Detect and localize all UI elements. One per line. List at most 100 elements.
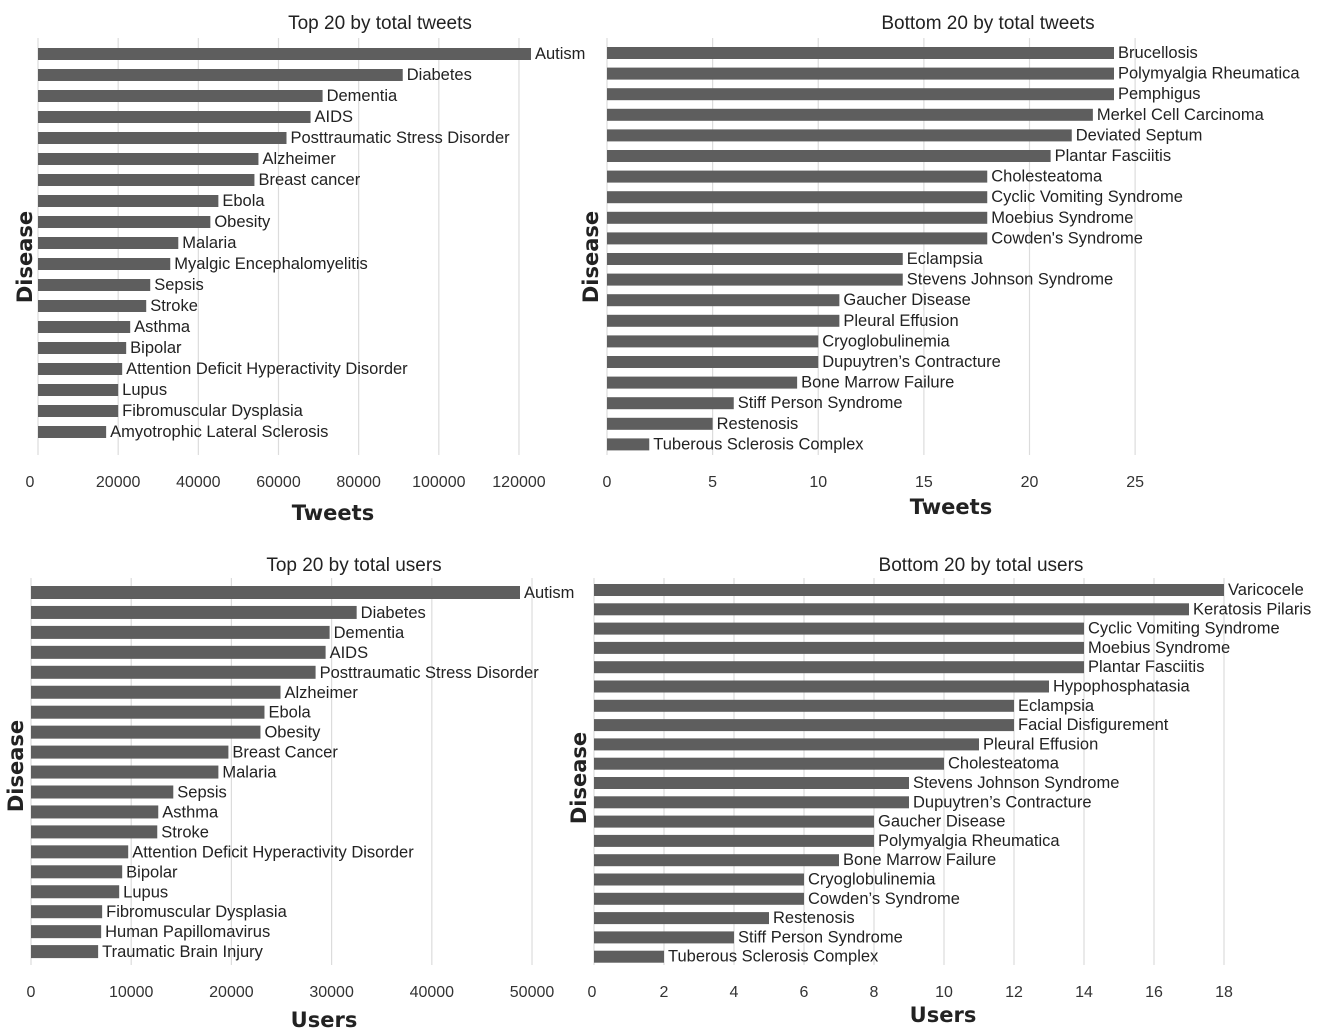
bar-label: Stroke (150, 297, 198, 315)
bar-alzheimer (38, 153, 259, 165)
bar-label: Amyotrophic Lateral Sclerosis (110, 423, 328, 441)
bar-label: Autism (524, 584, 574, 602)
bar-label: Pleural Effusion (843, 312, 958, 330)
chart-panel-bottom-tweets: Bottom 20 by total tweets Brucellosis Poly… (579, 13, 1300, 519)
bar-fibromuscular-dysplasia (31, 905, 103, 919)
bar-label: AIDS (315, 108, 354, 126)
bar-attention-deficit-hyperactivity-disorder (31, 845, 129, 859)
x-tick-label: 18 (1215, 984, 1233, 1001)
x-tick-label: 0 (26, 474, 35, 491)
bar-plantar-fasciitis (594, 661, 1084, 674)
x-tick-label: 0 (27, 984, 36, 1001)
bar-label: Asthma (134, 318, 191, 336)
bar-obesity (31, 725, 261, 739)
bar-label: Diabetes (407, 66, 472, 84)
bar-label: Cowden’s Syndrome (808, 890, 960, 908)
bar-label: Diabetes (361, 604, 426, 622)
bar-label: Facial Disfigurement (1018, 716, 1169, 734)
bar-label: Ebola (222, 192, 265, 210)
bar-label: Lupus (122, 381, 167, 399)
bar-label: Obesity (214, 213, 271, 231)
bar-label: Plantar Fasciitis (1055, 147, 1171, 165)
x-tick-label: 20000 (209, 984, 254, 1001)
bar-polymyalgia-rheumatica (594, 834, 874, 847)
bar-lupus (38, 384, 119, 396)
bar-label: Cryoglobulinemia (808, 871, 936, 889)
x-tick-label: 20 (1021, 474, 1039, 491)
bar-label: AIDS (330, 644, 369, 662)
bar-plantar-fasciitis (607, 150, 1051, 162)
bar-restenosis (594, 912, 769, 925)
bar-diabetes (31, 605, 357, 619)
y-axis-label: Disease (567, 732, 591, 824)
bar-alzheimer (31, 685, 281, 699)
bar-autism (31, 586, 520, 599)
bar-stiff-person-syndrome (607, 397, 734, 410)
bar-label: Cyclic Vomiting Syndrome (1088, 620, 1280, 638)
bar-label: Sepsis (154, 276, 204, 294)
chart-panel-top-tweets: Top 20 by total tweets Autism Diabetes Deme… (13, 13, 585, 525)
bar-label: Autism (535, 45, 585, 63)
bar-posttraumatic-stress-disorder (31, 665, 316, 679)
x-tick-label: 60000 (256, 474, 301, 491)
x-tick-label: 40000 (176, 474, 221, 491)
bar-label: Tuberous Sclerosis Complex (653, 435, 864, 453)
bar-aids (31, 645, 326, 659)
bar-label: Varicocele (1228, 581, 1304, 599)
bar-myalgic-encephalomyelitis (38, 258, 171, 270)
bar-dementia (31, 625, 330, 639)
bar-ebola (31, 705, 265, 719)
chart-title: Bottom 20 by total tweets (881, 13, 1094, 34)
chart-title: Top 20 by total tweets (288, 13, 472, 34)
bar-bipolar (38, 342, 127, 354)
bar-label: Traumatic Brain Injury (102, 943, 264, 961)
x-axis-label: Users (291, 1008, 358, 1030)
bar-label: Polymyalgia Rheumatica (878, 832, 1060, 850)
bar-sepsis (31, 785, 174, 799)
bar-label: Posttraumatic Stress Disorder (291, 129, 511, 147)
bar-ebola (38, 195, 219, 207)
bar-autism (38, 48, 531, 60)
bar-label: Fibromuscular Dysplasia (106, 903, 287, 921)
bar-eclampsia (594, 699, 1014, 712)
bar-label: Dementia (334, 624, 405, 642)
x-tick-label: 20000 (96, 474, 141, 491)
bar-label: Pemphigus (1118, 85, 1201, 103)
bar-label: Polymyalgia Rheumatica (1118, 65, 1300, 83)
bar-cyclic-vomiting-syndrome (607, 191, 988, 204)
bar-label: Stroke (161, 823, 209, 841)
bar-label: Alzheimer (262, 150, 336, 168)
x-tick-label: 10000 (109, 984, 154, 1001)
bar-pleural-effusion (607, 314, 840, 327)
bar-cyclic-vomiting-syndrome (594, 622, 1084, 635)
bar-label: Malaria (222, 764, 277, 782)
bar-malaria (31, 765, 219, 779)
bar-stroke (31, 825, 158, 839)
bar-pleural-effusion (594, 738, 979, 751)
bar-brucellosis (607, 47, 1114, 59)
chart-title: Bottom 20 by total users (879, 555, 1084, 576)
bar-label: Fibromuscular Dysplasia (122, 402, 303, 420)
x-tick-label: 12 (1005, 984, 1023, 1001)
bar-label: Pleural Effusion (983, 735, 1098, 753)
bar-merkel-cell-carcinoma (607, 108, 1093, 121)
bar-stevens-johnson-syndrome (607, 273, 903, 286)
bar-label: Stevens Johnson Syndrome (913, 774, 1119, 792)
bar-attention-deficit-hyperactivity-disorder (38, 363, 123, 375)
bar-pemphigus (607, 88, 1114, 101)
bar-cowdens-syndrome (607, 232, 988, 245)
x-tick-label: 2 (660, 984, 669, 1001)
bar-breast-cancer (38, 174, 255, 186)
bar-label: Deviated Septum (1076, 126, 1203, 144)
x-tick-label: 10 (809, 474, 827, 491)
bar-fibromuscular-dysplasia (38, 405, 119, 417)
x-tick-label: 14 (1075, 984, 1093, 1001)
bar-dupuytrens-contracture (594, 796, 909, 809)
bar-asthma (38, 321, 131, 333)
x-tick-label: 10 (935, 984, 953, 1001)
bar-label: Human Papillomavirus (105, 923, 270, 941)
y-axis-label: Disease (4, 720, 28, 812)
bar-label: Cowden's Syndrome (991, 229, 1143, 247)
x-tick-label: 15 (915, 474, 933, 491)
